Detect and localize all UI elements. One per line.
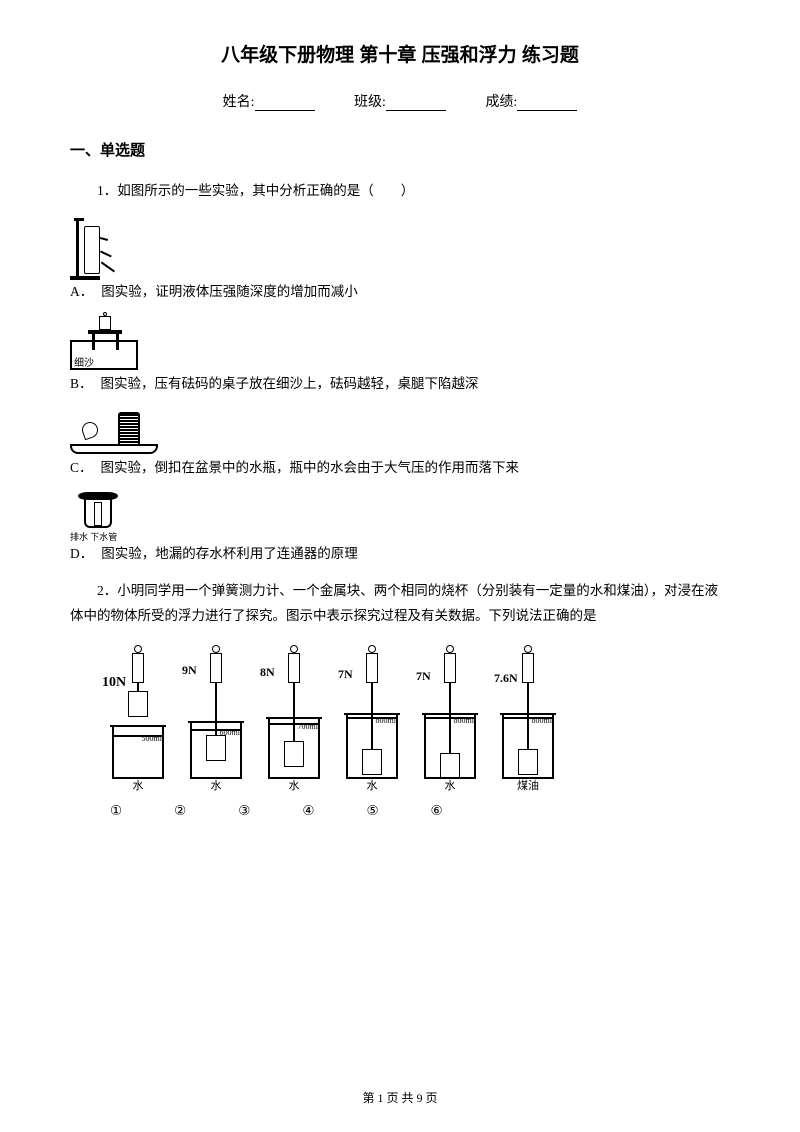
q2-diagram: 10N 500ml水9N600ml水8N700ml水7N800ml水7N800m… (100, 643, 580, 793)
index-2: ② (174, 803, 186, 819)
liquid-label: 煤油 (490, 777, 566, 793)
q1-option-d-diagram: 排水 下水管 (70, 492, 730, 542)
option-letter-c: C． (70, 456, 93, 478)
index-3: ③ (238, 803, 250, 819)
drain-label: 排水 下水管 (70, 530, 117, 543)
option-letter-b: B． (70, 372, 93, 394)
reading-label: 7N (416, 669, 431, 684)
q1-stem: 1．如图所示的一些实验，其中分析正确的是（ ） (70, 178, 730, 204)
liquid-label: 水 (412, 777, 488, 793)
name-blank (255, 97, 315, 111)
q1-option-c: C． 图实验，倒扣在盆景中的水瓶，瓶中的水会由于大气压的作用而落下来 (70, 456, 730, 478)
q2-stem: 2．小明同学用一个弹簧测力计、一个金属块、两个相同的烧杯（分别装有一定量的水和煤… (70, 578, 730, 629)
liquid-label: 水 (100, 777, 176, 793)
index-5: ⑤ (366, 803, 378, 819)
score-label: 成绩: (485, 95, 517, 110)
option-text-d: 图实验，地漏的存水杯利用了连通器的原理 (101, 542, 358, 564)
scale-unit-3: 8N 700ml 水 (256, 643, 332, 793)
q1-option-c-diagram (70, 408, 730, 456)
scale-unit-6: 7.6N 800ml 煤油 (490, 643, 566, 793)
page-footer: 第 1 页 共 9 页 (0, 1089, 800, 1106)
class-blank (386, 97, 446, 111)
scale-unit-1: 500ml 水 (100, 643, 176, 793)
reading-label: 7.6N (494, 671, 518, 686)
q1-option-b: B． 图实验，压有砝码的桌子放在细沙上，砝码越轻，桌腿下陷越深 (70, 372, 730, 394)
q1-option-a: A． 图实验，证明液体压强随深度的增加而减小 (70, 280, 730, 302)
section-1-heading: 一、单选题 (70, 139, 730, 160)
option-text-b: 图实验，压有砝码的桌子放在细沙上，砝码越轻，桌腿下陷越深 (101, 372, 479, 394)
scale-unit-2: 9N 600ml 水 (178, 643, 254, 793)
volume-label: 600ml (220, 728, 240, 737)
index-1: ① (110, 803, 122, 819)
scale-unit-4: 7N 800ml 水 (334, 643, 410, 793)
option-text-c: 图实验，倒扣在盆景中的水瓶，瓶中的水会由于大气压的作用而落下来 (101, 456, 520, 478)
index-6: ⑥ (431, 803, 443, 819)
option-letter-d: D． (70, 542, 93, 564)
liquid-label: 水 (256, 777, 332, 793)
sand-label: 细沙 (74, 354, 94, 369)
scale-unit-5: 7N 800ml 水 (412, 643, 488, 793)
reading-label: 8N (260, 665, 275, 680)
index-4: ④ (302, 803, 314, 819)
reading-label: 9N (182, 663, 197, 678)
q2-indices: ① ② ③ ④ ⑤ ⑥ (110, 803, 730, 819)
page-title: 八年级下册物理 第十章 压强和浮力 练习题 (70, 40, 730, 67)
option-letter-a: A． (70, 280, 93, 302)
volume-label: 800ml (376, 716, 396, 725)
info-row: 姓名: 班级: 成绩: (70, 91, 730, 111)
q1-option-a-diagram (70, 218, 730, 280)
reading-label: 7N (338, 667, 353, 682)
liquid-label: 水 (334, 777, 410, 793)
q1-option-d: D． 图实验，地漏的存水杯利用了连通器的原理 (70, 542, 730, 564)
q1-option-b-diagram: 细沙 (70, 316, 730, 372)
volume-label: 500ml (142, 734, 162, 743)
name-label: 姓名: (223, 95, 255, 110)
volume-label: 800ml (532, 716, 552, 725)
score-blank (517, 97, 577, 111)
class-label: 班级: (354, 95, 386, 110)
volume-label: 700ml (298, 722, 318, 731)
liquid-label: 水 (178, 777, 254, 793)
option-text-a: 图实验，证明液体压强随深度的增加而减小 (101, 280, 358, 302)
volume-label: 800ml (454, 716, 474, 725)
